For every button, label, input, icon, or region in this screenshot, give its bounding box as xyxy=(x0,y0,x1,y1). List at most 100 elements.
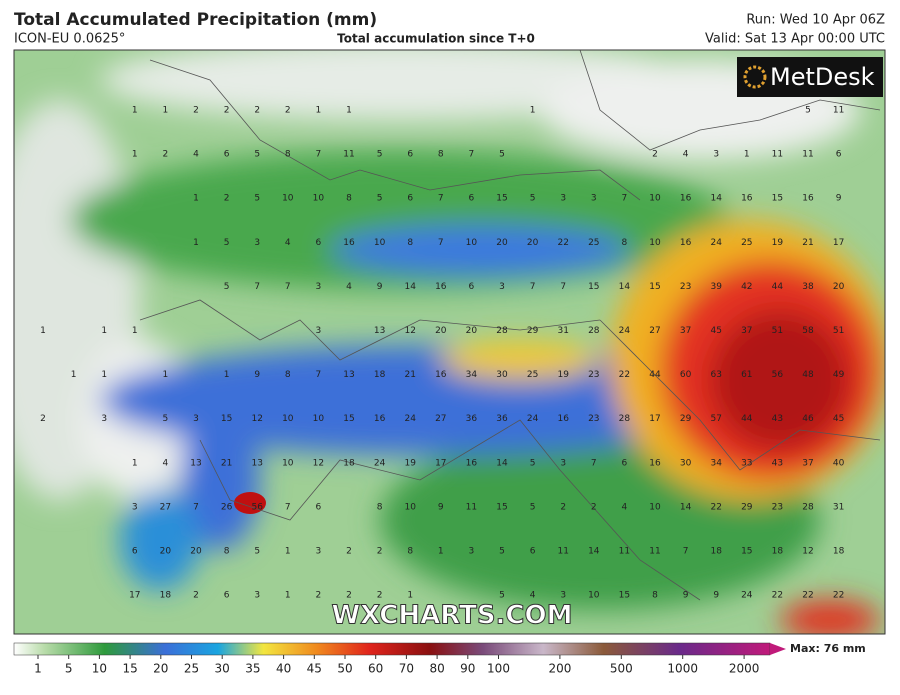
precip-label: 18 xyxy=(343,458,355,468)
colorbar-label: 500 xyxy=(610,662,633,676)
precip-label: 2 xyxy=(560,502,566,512)
precip-label: 44 xyxy=(741,414,753,424)
colorbar-label: 70 xyxy=(399,662,414,676)
precip-label: 11 xyxy=(557,547,568,557)
precip-label: 43 xyxy=(772,458,783,468)
precip-label: 7 xyxy=(316,370,322,380)
precip-label: 22 xyxy=(619,370,630,380)
precip-label: 10 xyxy=(313,194,325,204)
precip-label: 15 xyxy=(619,591,630,601)
precip-label: 8 xyxy=(285,150,291,160)
colorbar-label: 60 xyxy=(368,662,383,676)
precip-label: 19 xyxy=(557,370,569,380)
precip-label: 3 xyxy=(560,591,566,601)
logo: MetDesk xyxy=(770,63,875,91)
precip-label: 11 xyxy=(466,502,477,512)
precip-label: 10 xyxy=(466,238,478,248)
precip-label: 1 xyxy=(40,326,46,336)
precip-label: 17 xyxy=(833,238,844,248)
precip-label: 16 xyxy=(435,282,447,292)
precip-label: 1 xyxy=(163,106,169,116)
precip-label: 36 xyxy=(496,414,508,424)
precip-label: 10 xyxy=(588,591,600,601)
precip-label: 2 xyxy=(377,591,383,601)
precip-label: 5 xyxy=(499,547,505,557)
precip-label: 20 xyxy=(466,326,478,336)
precip-label: 7 xyxy=(316,150,322,160)
precip-label: 37 xyxy=(680,326,691,336)
precip-label: 17 xyxy=(129,591,140,601)
colorbar-label: 20 xyxy=(153,662,168,676)
map-labels: 1 1 2 2 2 2 1 1 1 5 111 2 4 6 5 8 7 11 5 6 8 7 5 2 4 3 1 11 11 61 2 5 10… xyxy=(40,106,844,601)
precip-label: 3 xyxy=(101,414,107,424)
precip-label: 14 xyxy=(404,282,416,292)
precip-label: 2 xyxy=(193,106,199,116)
precip-label: 2 xyxy=(285,106,291,116)
precip-label: 44 xyxy=(772,282,784,292)
precip-label: 13 xyxy=(251,458,262,468)
precip-label: 16 xyxy=(741,194,753,204)
precip-label: 21 xyxy=(404,370,415,380)
precip-label: 7 xyxy=(438,194,444,204)
precip-label: 22 xyxy=(772,591,783,601)
precip-label: 18 xyxy=(772,547,784,557)
precip-label: 61 xyxy=(741,370,752,380)
precip-label: 49 xyxy=(833,370,845,380)
precip-label: 6 xyxy=(469,282,475,292)
precip-label: 63 xyxy=(710,370,721,380)
precip-label: 9 xyxy=(713,591,719,601)
precip-label: 40 xyxy=(833,458,845,468)
precip-label: 5 xyxy=(163,414,169,424)
precip-label: 1 xyxy=(163,370,169,380)
precip-label: 1 xyxy=(438,547,444,557)
precip-label: 8 xyxy=(652,591,658,601)
precip-label: 5 xyxy=(805,106,811,116)
precip-label: 12 xyxy=(251,414,262,424)
precip-label: 7 xyxy=(285,502,291,512)
precip-label: 2 xyxy=(591,502,597,512)
precip-label: 45 xyxy=(710,326,721,336)
precip-label: 12 xyxy=(404,326,415,336)
precip-label: 22 xyxy=(833,591,844,601)
precip-label: 15 xyxy=(741,547,752,557)
precip-label: 11 xyxy=(802,150,813,160)
precip-label: 57 xyxy=(710,414,721,424)
colorbar-label: 90 xyxy=(460,662,475,676)
precip-label: 3 xyxy=(193,414,199,424)
precip-label: 22 xyxy=(557,238,568,248)
precip-label: 3 xyxy=(591,194,597,204)
precip-label: 18 xyxy=(160,591,172,601)
precip-label: 7 xyxy=(254,282,260,292)
precip-label: 9 xyxy=(438,502,444,512)
precip-label: 9 xyxy=(377,282,383,292)
precip-label: 2 xyxy=(254,106,260,116)
precip-label: 20 xyxy=(496,238,508,248)
precip-label: 17 xyxy=(435,458,446,468)
precip-label: 33 xyxy=(741,458,752,468)
precip-label: 7 xyxy=(683,547,689,557)
precip-label: 17 xyxy=(649,414,660,424)
precip-label: 5 xyxy=(224,282,230,292)
precip-label: 18 xyxy=(374,370,386,380)
precip-label: 14 xyxy=(619,282,631,292)
precip-label: 6 xyxy=(224,591,230,601)
precip-label: 16 xyxy=(680,194,692,204)
precip-label: 3 xyxy=(132,502,138,512)
precip-label: 44 xyxy=(649,370,661,380)
precip-label: 11 xyxy=(649,547,660,557)
precip-label: 12 xyxy=(313,458,324,468)
precip-label: 5 xyxy=(254,194,260,204)
precip-label: 3 xyxy=(254,591,260,601)
precip-label: 38 xyxy=(802,282,814,292)
precip-label: 6 xyxy=(316,238,322,248)
precip-label: 16 xyxy=(466,458,478,468)
precip-label: 9 xyxy=(683,591,689,601)
precip-label: 13 xyxy=(190,458,201,468)
precip-label: 2 xyxy=(224,106,230,116)
precip-label: 22 xyxy=(802,591,813,601)
precip-label: 11 xyxy=(343,150,354,160)
precip-label: 5 xyxy=(254,547,260,557)
precip-label: 8 xyxy=(285,370,291,380)
precip-label: 6 xyxy=(316,502,322,512)
colorbar-label: 2000 xyxy=(729,662,760,676)
